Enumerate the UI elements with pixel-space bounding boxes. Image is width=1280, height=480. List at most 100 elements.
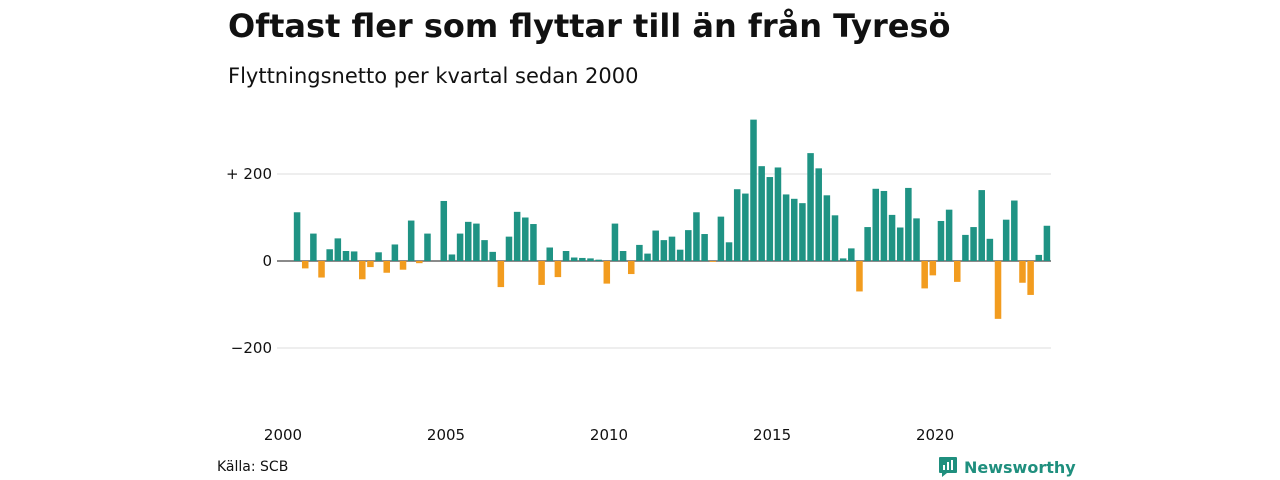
y-axis-ticks: + 200 0 −200: [226, 165, 272, 357]
x-tick-label: 2005: [427, 426, 465, 444]
bar: [937, 220, 945, 261]
source-note: Källa: SCB: [217, 459, 289, 475]
bar: [742, 193, 749, 261]
bar: [636, 244, 643, 261]
bar: [448, 254, 456, 261]
bar: [579, 257, 586, 261]
bar: [986, 238, 994, 261]
bar: [856, 261, 863, 292]
bar: [473, 223, 480, 261]
bar: [293, 212, 301, 261]
bar: [399, 261, 407, 270]
bar: [815, 168, 822, 261]
bar: [1035, 254, 1043, 261]
bar: [513, 211, 521, 261]
bar: [359, 261, 366, 280]
bar: [994, 261, 1002, 319]
bar: [782, 194, 790, 261]
bar: [546, 247, 553, 261]
bar: [587, 258, 594, 261]
bar: [1011, 200, 1018, 261]
y-tick-label: + 200: [226, 165, 272, 183]
bar: [774, 167, 782, 261]
x-tick-label: 2015: [753, 426, 791, 444]
bar: [921, 261, 928, 289]
bar: [905, 187, 912, 261]
chart-subtitle: Flyttningsnetto per kvartal sedan 2000: [228, 64, 639, 88]
bar: [799, 203, 806, 261]
bar: [456, 233, 464, 261]
bar: [464, 221, 472, 261]
bars: [293, 119, 1051, 319]
x-axis-ticks: 2000 2005 2010 2015 2020: [264, 426, 954, 444]
bar: [497, 261, 505, 288]
bar-chart: + 200 0 −200 2000 2005 2010 2015 2020: [226, 119, 1051, 444]
y-tick-label: −200: [231, 339, 272, 357]
bar: [489, 251, 496, 261]
bar: [872, 188, 880, 261]
bar: [823, 195, 831, 261]
bar: [619, 251, 627, 261]
bar: [310, 233, 317, 261]
bar: [758, 166, 765, 261]
bar: [603, 261, 611, 284]
x-tick-label: 2010: [590, 426, 628, 444]
bar: [880, 190, 888, 261]
y-tick-label: 0: [262, 252, 272, 270]
bar: [848, 248, 855, 261]
bar: [391, 244, 399, 261]
bar: [701, 234, 708, 261]
bar: [676, 249, 684, 261]
bar: [440, 200, 448, 261]
brand-name: Newsworthy: [964, 457, 1076, 477]
bar: [554, 261, 562, 278]
bar: [733, 189, 741, 261]
bar: [750, 119, 757, 262]
bar: [652, 230, 659, 261]
bar: [318, 261, 325, 278]
x-tick-label: 2020: [916, 426, 954, 444]
bar: [595, 259, 602, 261]
bar: [334, 238, 342, 261]
brand-logo: Newsworthy: [938, 456, 1076, 478]
bar: [530, 224, 537, 261]
bar: [562, 251, 570, 261]
bar: [416, 261, 423, 264]
bar: [424, 233, 431, 261]
bar: [970, 227, 977, 261]
bar: [611, 223, 619, 261]
bar: [978, 190, 985, 261]
bar: [301, 261, 309, 269]
bar: [350, 251, 358, 261]
bar: [407, 220, 415, 261]
bar: [367, 261, 374, 268]
bar: [954, 261, 961, 282]
bar: [326, 249, 333, 261]
newsworthy-logo-icon: [939, 457, 957, 477]
bar: [522, 217, 529, 261]
bar: [570, 257, 578, 261]
bar: [888, 214, 896, 261]
bar: [913, 218, 920, 261]
bar: [685, 230, 692, 261]
bar: [791, 198, 798, 261]
bar: [1027, 261, 1034, 295]
bar: [1019, 261, 1026, 283]
bar: [693, 212, 700, 261]
bar: [839, 258, 847, 261]
bar: [660, 240, 668, 261]
bar: [481, 240, 488, 261]
bar: [717, 216, 725, 261]
bar: [505, 236, 513, 261]
bar: [538, 261, 545, 285]
bar: [929, 261, 937, 276]
bar: [766, 177, 774, 261]
chart-title: Oftast fler som flyttar till än från Tyr…: [228, 7, 951, 45]
bar: [383, 261, 390, 273]
bar: [1043, 225, 1051, 261]
bar: [962, 234, 969, 261]
bar: [864, 227, 871, 261]
bar: [627, 261, 635, 275]
bar: [725, 242, 733, 261]
bar: [668, 236, 676, 261]
